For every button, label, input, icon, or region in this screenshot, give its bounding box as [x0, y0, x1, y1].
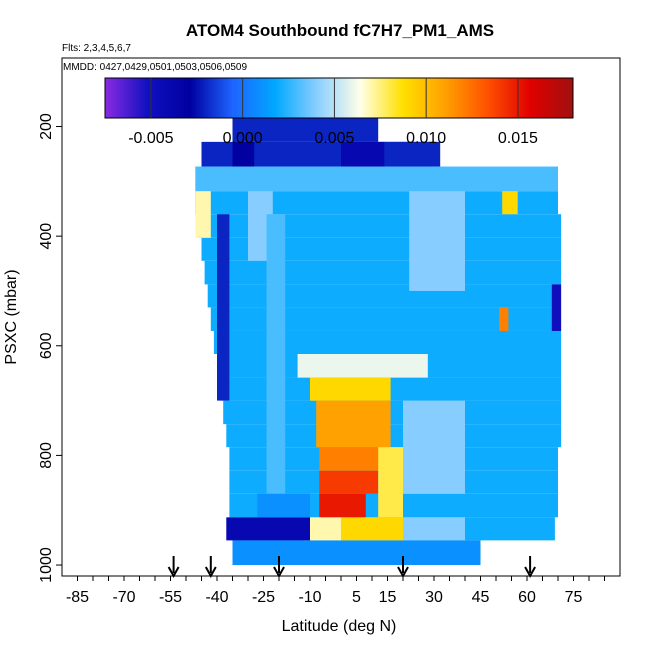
heatmap-cell — [297, 354, 428, 378]
heatmap-cells — [195, 115, 562, 566]
heatmap-cell — [257, 493, 310, 518]
y-tick-label: 400 — [38, 223, 55, 250]
heatmap-row — [226, 424, 562, 448]
heatmap-cell — [303, 517, 341, 541]
arrow-down-icon — [204, 556, 217, 579]
arrow-down-icon — [524, 556, 536, 579]
heatmap-cell — [341, 517, 403, 541]
x-tick-label: -40 — [205, 589, 228, 606]
chart-title: ATOM4 Southbound fC7H7_PM1_AMS — [186, 21, 494, 40]
colorbar-tick-label: 0.010 — [406, 130, 446, 147]
x-tick-label: -25 — [252, 589, 275, 606]
heatmap-cell — [310, 377, 391, 401]
heatmap-cell — [403, 400, 465, 494]
y-tick-label: 200 — [38, 113, 55, 140]
heatmap-cell — [384, 141, 434, 167]
heatmap-row — [204, 260, 562, 285]
y-axis: 200 400 600 800 1000 — [38, 113, 62, 583]
x-tick-label: -70 — [112, 589, 135, 606]
heatmap-cell — [217, 214, 230, 401]
colorbar-tick-label: 0.005 — [314, 130, 354, 147]
x-tick-label: 5 — [352, 589, 361, 606]
heatmap-row — [223, 400, 562, 425]
x-axis-label: Latitude (deg N) — [282, 618, 397, 635]
heatmap-cell — [226, 517, 310, 541]
x-tick-label: -85 — [66, 589, 89, 606]
x-tick-label: -55 — [159, 589, 182, 606]
dates-subtitle: MMDD: 0427,0429,0501,0503,0506,0509 — [63, 62, 247, 73]
x-tick-label: 30 — [425, 589, 443, 606]
heatmap-cell — [502, 191, 518, 215]
heatmap-row — [210, 307, 562, 331]
x-tick-label: -10 — [298, 589, 321, 606]
heatmap-cell — [378, 447, 403, 518]
heatmap-cell — [195, 191, 211, 238]
flights-subtitle: Flts: 2,3,4,5,6,7 — [62, 43, 131, 54]
y-tick-label: 1000 — [38, 547, 55, 583]
heatmap-cell — [232, 141, 255, 167]
colorbar-tick-label: -0.005 — [128, 130, 173, 147]
x-tick-label: 45 — [472, 589, 490, 606]
heatmap-cell — [409, 191, 465, 291]
x-tick-label: 60 — [518, 589, 536, 606]
colorbar: -0.005 0.000 0.005 0.010 0.015 — [104, 77, 574, 147]
heatmap-cell — [319, 493, 366, 518]
y-axis-label: PSXC (mbar) — [3, 269, 20, 364]
heatmap-row — [207, 284, 562, 308]
heatmap-cell — [319, 447, 385, 471]
heatmap-cell — [403, 517, 465, 541]
y-tick-label: 800 — [38, 442, 55, 469]
heatmap-cell — [499, 307, 509, 331]
heatmap-cell — [551, 284, 562, 331]
heatmap-cell — [341, 141, 385, 167]
x-axis: -85 -70 -55 -40 -25 -10 5 15 30 45 60 75 — [66, 576, 605, 606]
heatmap-row — [195, 191, 559, 215]
heatmap-cell — [319, 470, 379, 494]
arrow-down-icon — [167, 556, 180, 579]
y-tick-label: 600 — [38, 332, 55, 359]
heatmap-row — [232, 115, 379, 142]
heatmap-row — [201, 237, 562, 261]
heatmap-cell — [266, 214, 286, 538]
x-tick-label: 75 — [565, 589, 583, 606]
heatmap-row — [232, 540, 481, 566]
colorbar-ramp — [104, 77, 574, 119]
colorbar-tick-label: 0.000 — [223, 130, 263, 147]
heatmap-cell — [316, 400, 391, 448]
colorbar-tick-label: 0.015 — [498, 130, 538, 147]
heatmap-row — [198, 214, 562, 238]
x-tick-label: 15 — [379, 589, 397, 606]
heatmap-row — [195, 166, 559, 192]
heatmap-row — [213, 330, 562, 354]
